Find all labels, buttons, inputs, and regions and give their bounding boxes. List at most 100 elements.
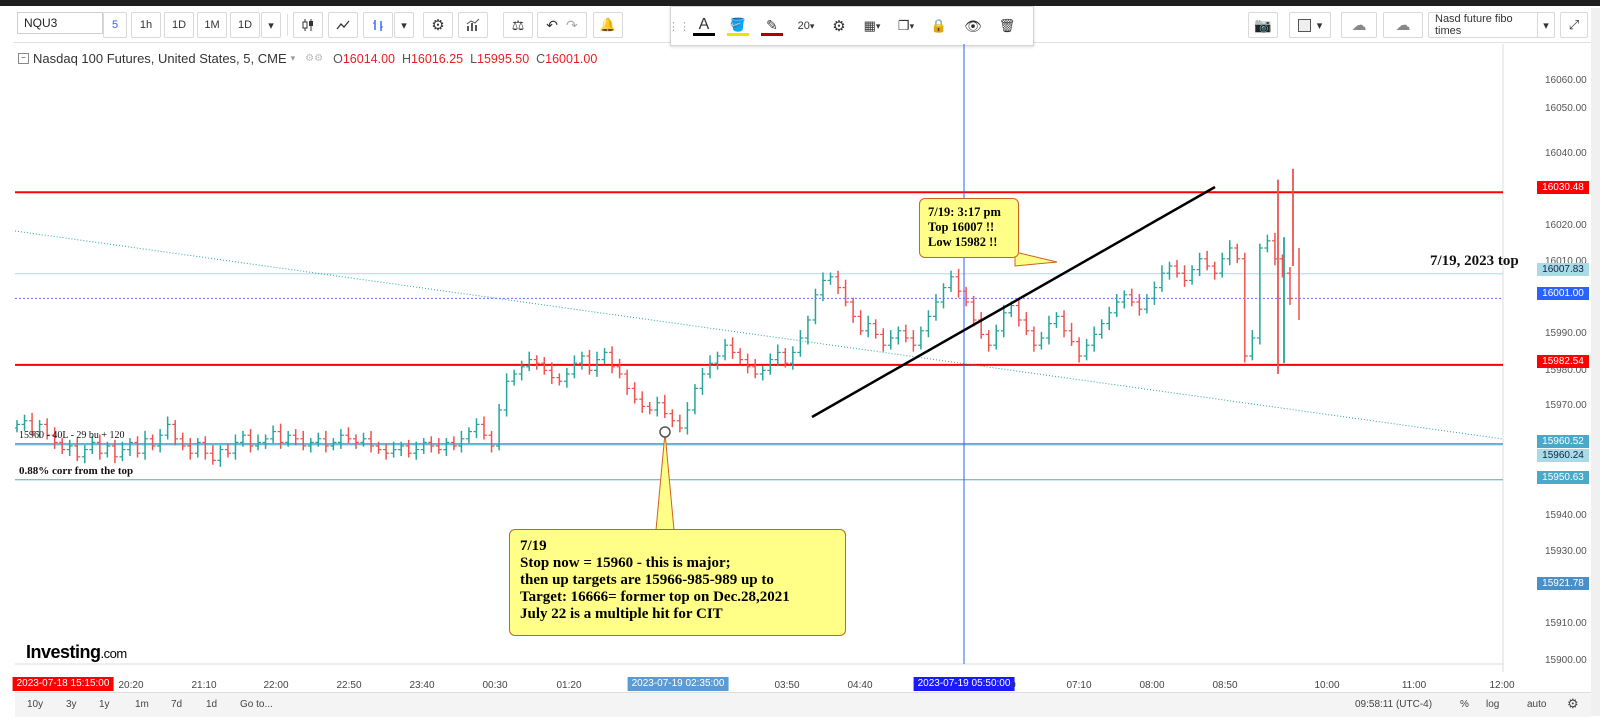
chart-canvas[interactable] <box>15 44 1533 672</box>
price-tick: 15940.00 <box>1545 510 1587 521</box>
chevron-down-icon: ▾ <box>401 19 407 32</box>
interval-custom[interactable]: 1D <box>230 12 260 38</box>
drawing-settings-button[interactable]: ⚙ <box>827 14 851 38</box>
price-tag-light: 15960.24 <box>1537 449 1589 462</box>
price-tick: 16020.00 <box>1545 220 1587 231</box>
square-icon <box>1297 18 1311 32</box>
bell-plus-icon: 🔔 <box>599 17 617 32</box>
range-1y[interactable]: 1y <box>99 699 110 710</box>
cloud-save-button[interactable]: ☁ <box>1383 12 1423 38</box>
fill-color-button[interactable]: 🪣 <box>725 14 751 38</box>
style-dropdown-button[interactable]: ▾ <box>394 12 414 38</box>
time-tick: 12:00 <box>1489 680 1515 691</box>
percent-toggle[interactable]: % <box>1460 699 1469 710</box>
interval-1h[interactable]: 1h <box>131 12 161 38</box>
callout-top[interactable]: 7/19: 3:17 pm Top 16007 !! Low 15982 !! <box>919 198 1019 258</box>
undo-icon[interactable]: ↶ <box>546 16 558 33</box>
clone-button[interactable]: ❐ ▾ <box>891 14 921 38</box>
time-tick: 11:00 <box>1401 680 1427 691</box>
compare-button[interactable]: ⚖ <box>503 12 533 38</box>
cloud-load-button[interactable]: ☁ <box>1341 12 1377 38</box>
callout-bottom[interactable]: 7/19 Stop now = 15960 - this is major; t… <box>509 529 846 636</box>
time-tick: 08:50 <box>1212 680 1238 691</box>
template-dropdown-button[interactable]: ▾ <box>1537 12 1555 38</box>
symbol-input[interactable] <box>17 12 103 34</box>
series-legend: − Nasdaq 100 Futures, United States, 5, … <box>18 51 597 66</box>
price-tick: 15900.00 <box>1545 655 1587 666</box>
time-tick: 23:40 <box>409 680 435 691</box>
price-tick: 16040.00 <box>1545 148 1587 159</box>
gear-icon: ⚙ <box>832 18 846 35</box>
series-title: Nasdaq 100 Futures, United States, 5, CM… <box>33 51 287 66</box>
interval-1m[interactable]: 1M <box>197 12 227 38</box>
range-1m[interactable]: 1m <box>135 699 149 710</box>
candlestick-icon <box>302 19 313 31</box>
range-7d[interactable]: 7d <box>171 699 183 710</box>
template-dropdown[interactable]: Nasd future fibo times <box>1428 12 1548 38</box>
price-chart[interactable] <box>15 44 1533 672</box>
callout-line: Stop now = 15960 - this is major; <box>520 555 731 571</box>
text-color-button[interactable]: A <box>691 14 717 38</box>
callout-line: then up targets are 15966-985-989 up to <box>520 572 774 588</box>
settings-button[interactable]: ⚙ <box>423 12 453 38</box>
interval-1d[interactable]: 1D <box>164 12 194 38</box>
ohlc-values: O16014.00 H16016.25 L15995.50 C16001.00 <box>333 51 598 66</box>
interval-5[interactable]: 5 <box>103 12 127 38</box>
interval-dropdown-button[interactable]: ▾ <box>261 12 281 38</box>
drawing-toolbar: ⋮⋮ A 🪣 ✎ 20 ▾ ⚙ ▦ ▾ ❐ ▾ 🔒 👁 🗑 <box>668 6 1034 46</box>
alert-button[interactable]: 🔔 <box>593 12 623 38</box>
fullscreen-button[interactable]: ⤢ <box>1560 12 1588 38</box>
drag-handle-icon[interactable]: ⋮⋮ <box>668 20 690 33</box>
paint-bucket-icon: 🪣 <box>729 16 747 32</box>
correction-note[interactable]: 0.88% corr from the top <box>19 465 134 477</box>
time-tick: 20:20 <box>118 680 144 691</box>
settings-icon[interactable]: ⚙⚙ <box>305 53 324 64</box>
indicators-button[interactable] <box>458 12 488 38</box>
line-style-button[interactable] <box>328 12 358 38</box>
levels-note[interactable]: 15960 - 40L - 29 bu + 120 <box>19 430 125 441</box>
callout-pointer <box>655 432 675 531</box>
price-tick: 15970.00 <box>1545 400 1587 411</box>
layout-button[interactable]: ▾ <box>1289 12 1331 38</box>
delete-button[interactable]: 🗑 <box>995 14 1019 38</box>
gear-icon: ⚙ <box>431 17 445 34</box>
top-date-note[interactable]: 7/19, 2023 top <box>1430 253 1519 269</box>
range-1d[interactable]: 1d <box>206 699 218 710</box>
auto-toggle[interactable]: auto <box>1527 699 1547 710</box>
window-top-edge <box>0 0 1600 6</box>
lock-button[interactable]: 🔒 <box>927 14 951 38</box>
cloud-upload-icon: ☁ <box>1395 17 1411 34</box>
log-toggle[interactable]: log <box>1486 699 1500 710</box>
time-tick: 07:10 <box>1066 680 1092 691</box>
line-color-button[interactable]: ✎ <box>759 14 785 38</box>
range-3y[interactable]: 3y <box>66 699 77 710</box>
time-tag-start: 2023-07-18 15:15:00 <box>12 677 114 691</box>
chevron-down-icon: ▾ <box>875 20 881 31</box>
price-tick: 15980.00 <box>1545 365 1587 376</box>
time-tick: 22:00 <box>263 680 289 691</box>
text-a-icon: A <box>698 15 710 33</box>
go-to-button[interactable]: Go to... <box>240 699 273 710</box>
time-tag-cursor: 2023-07-19 05:50:00 <box>913 677 1015 691</box>
snapshot-button[interactable]: 📷 <box>1248 12 1278 38</box>
collapse-legend-icon[interactable]: − <box>18 53 29 64</box>
font-size-select[interactable]: 20 ▾ <box>797 20 815 32</box>
time-tick: 21:10 <box>191 680 217 691</box>
chevron-down-icon[interactable]: ▾ <box>290 53 296 63</box>
price-tick: 15910.00 <box>1545 618 1587 629</box>
callout-line: 7/19 <box>520 538 547 554</box>
time-tick: 0 <box>1010 680 1016 691</box>
callout-line: July 22 is a multiple hit for CIT <box>520 606 723 622</box>
visibility-layers-button[interactable]: ▦ ▾ <box>857 14 887 38</box>
candle-style-button[interactable] <box>293 12 323 38</box>
redo-icon[interactable]: ↷ <box>566 16 578 33</box>
hide-button[interactable]: 👁 <box>961 14 985 38</box>
price-tag-blue: 15950.63 <box>1537 471 1589 484</box>
bar-style-button[interactable] <box>363 12 393 38</box>
scales-icon: ⚖ <box>511 16 525 33</box>
gear-icon[interactable]: ⚙ <box>1567 696 1579 711</box>
time-tag-mid: 2023-07-19 02:35:00 <box>627 677 729 691</box>
range-10y[interactable]: 10y <box>27 699 44 710</box>
callout-line: Top 16007 !! <box>928 220 995 234</box>
time-tick: 03:50 <box>774 680 800 691</box>
